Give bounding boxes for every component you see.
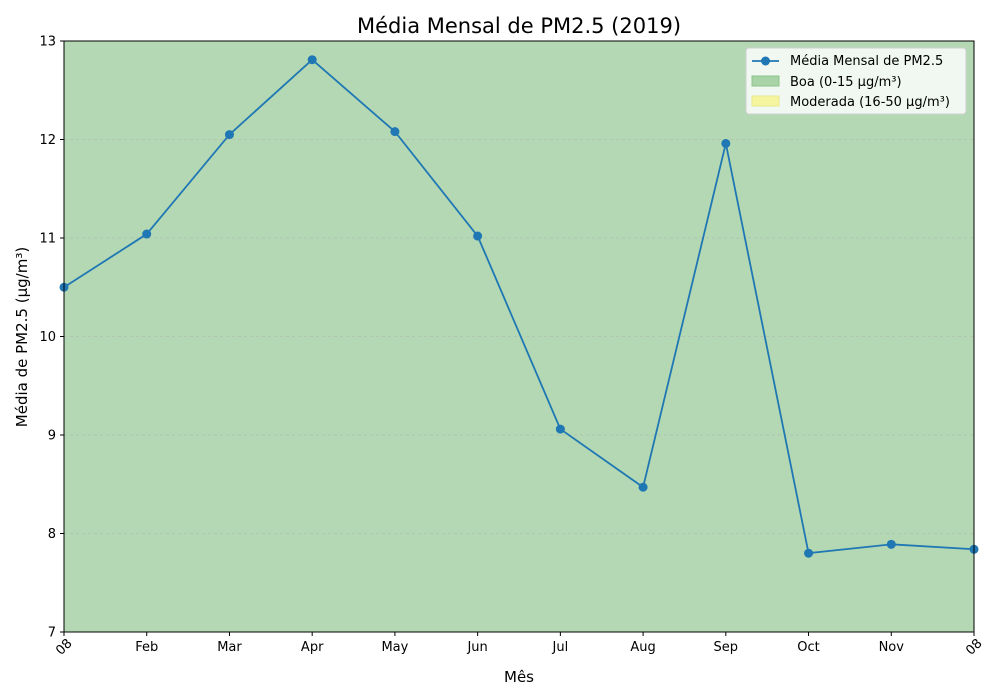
data-point (307, 55, 317, 65)
y-tick-label: 13 (39, 35, 56, 50)
x-tick-label: Nov (879, 640, 905, 655)
grid-lines (64, 139, 974, 534)
data-point (638, 482, 648, 492)
y-tick-label: 9 (48, 429, 56, 444)
y-tick-label: 10 (39, 330, 56, 345)
legend-label-boa: Boa (0-15 µg/m³) (790, 75, 902, 90)
data-point (555, 424, 565, 434)
legend-swatch-moderada (751, 95, 780, 107)
data-point (886, 539, 896, 549)
x-tick-label: Jun (466, 640, 487, 655)
x-tick-label: Jul (552, 640, 569, 655)
x-tick-label: Sep (714, 640, 739, 655)
x-tick-label: 08 (963, 636, 985, 658)
y-axis-ticks: 7 8 9 10 11 12 13 (39, 35, 64, 641)
x-tick-label: Apr (301, 640, 324, 655)
y-tick-label: 8 (48, 527, 56, 542)
x-tick-label: 08 (53, 636, 75, 658)
x-axis-ticks: 08 Feb Mar Apr May Jun Jul Aug Sep Oct Nov 08 (53, 632, 986, 659)
legend-label-series: Média Mensal de PM2.5 (790, 54, 943, 69)
y-axis-title: Média de PM2.5 (µg/m³) (13, 247, 31, 427)
legend: Média Mensal de PM2.5 Boa (0-15 µg/m³) M… (745, 47, 967, 115)
x-axis-title: Mês (504, 668, 534, 686)
legend-swatch-boa (751, 75, 780, 87)
data-point (804, 548, 814, 558)
data-point (721, 138, 731, 148)
y-tick-label: 7 (48, 626, 56, 641)
x-tick-label: Oct (797, 640, 819, 655)
x-tick-label: Aug (630, 640, 655, 655)
legend-point-marker (761, 56, 770, 66)
data-point (390, 127, 400, 137)
data-point (473, 231, 483, 241)
plot-background-band-boa (64, 41, 974, 632)
y-tick-label: 12 (39, 133, 56, 148)
data-point (142, 229, 152, 239)
x-tick-label: Mar (217, 640, 242, 655)
chart-title: Média Mensal de PM2.5 (2019) (357, 14, 681, 38)
series-line (63, 58, 975, 555)
data-point (224, 130, 234, 140)
y-tick-label: 11 (39, 232, 56, 247)
legend-box (745, 47, 967, 115)
x-tick-label: May (381, 640, 408, 655)
x-tick-label: Feb (135, 640, 158, 655)
legend-label-moderada: Moderada (16-50 µg/m³) (790, 95, 950, 110)
